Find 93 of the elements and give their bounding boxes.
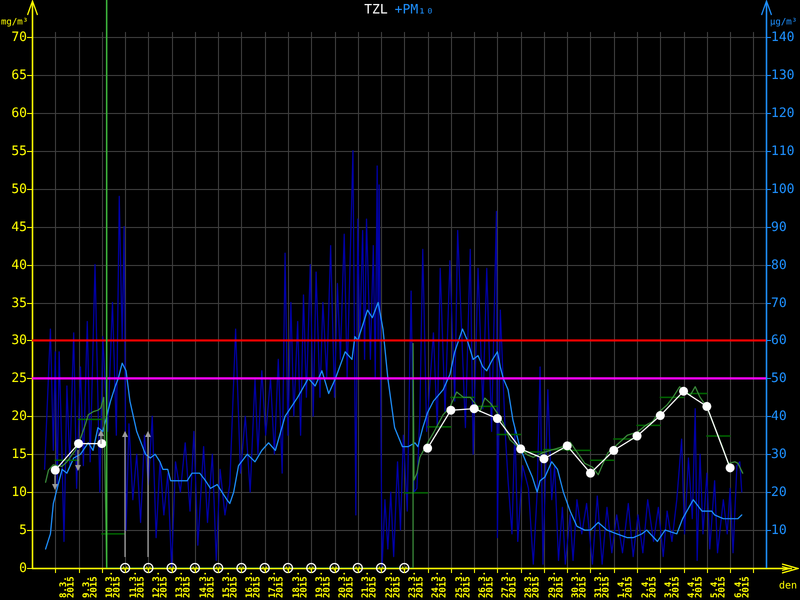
point: [492, 414, 502, 424]
x-tick-label: 23.3. 2015: [408, 570, 426, 598]
y2-tick-label: 110: [771, 144, 794, 159]
x-tick-label: 3.4. 2015: [664, 576, 682, 598]
x-tick-label: 10.3. 2015: [105, 570, 123, 598]
y-tick-label: 50: [11, 182, 27, 197]
x-tick-label: 9.3. 2015: [82, 576, 100, 598]
y-tick-label: 15: [11, 446, 27, 462]
point: [516, 444, 526, 454]
y-tick-label: 40: [11, 258, 27, 273]
y-axis-title: mg/m³: [1, 17, 28, 28]
y-tick-label: 35: [11, 296, 27, 311]
y2-axis-title: µg/m³: [770, 17, 798, 28]
point: [190, 562, 200, 574]
y2-tick-label: 90: [771, 220, 787, 235]
y2-tick-label: 120: [771, 106, 794, 121]
x-tick-label: 20.3. 2015: [338, 570, 356, 598]
x-tick-label: 15.3. 2015: [222, 570, 240, 598]
point: [143, 562, 154, 574]
x-tick-label: 28.3. 2015: [524, 570, 542, 598]
y2-tick-label: 80: [771, 258, 787, 273]
point: [423, 444, 432, 453]
y2-tick-label: 40: [771, 408, 787, 424]
x-tick-label: 27.3. 2015: [501, 570, 519, 598]
point: [213, 562, 224, 574]
y2-tick-label: 30: [771, 446, 787, 462]
x-axis-title: den: [778, 580, 798, 592]
y-tick-label: 20: [11, 408, 27, 424]
x-tick-label: 5.4. 2015: [710, 576, 728, 598]
x-tick-label: 30.3. 2015: [571, 570, 589, 598]
point: [166, 562, 177, 574]
x-tick-label: 31.3. 2015: [594, 570, 612, 598]
x-tick-label: 24.3. 2015: [431, 570, 449, 598]
x-tick-label: 26.3. 2015: [478, 570, 496, 598]
y2-tick-label: 50: [771, 370, 787, 386]
x-tick-label: 17.3. 2015: [268, 570, 286, 598]
point: [282, 562, 294, 574]
x-tick-label: 8.3. 2015: [59, 576, 77, 598]
x-tick-label: 29.3. 2015: [548, 570, 566, 598]
point: [539, 454, 548, 464]
x-tick-label: 6.4. 2015: [734, 576, 752, 598]
point: [470, 404, 479, 414]
y2-tick-label: 20: [771, 484, 787, 500]
point: [120, 562, 130, 574]
point: [609, 446, 618, 455]
point: [656, 411, 665, 420]
point: [260, 562, 270, 574]
point: [74, 439, 84, 448]
x-tick-label: 14.3. 2015: [199, 570, 217, 598]
x-tick-label: 1.4. 2015: [617, 576, 635, 598]
y-tick-label: 25: [11, 370, 27, 386]
point: [702, 402, 712, 411]
y-tick-label: 10: [11, 484, 27, 500]
y2-tick-label: 140: [771, 30, 794, 45]
y-tick-label: 65: [11, 68, 27, 83]
y2-tick-label: 100: [771, 182, 794, 197]
point: [352, 562, 363, 574]
point: [632, 432, 642, 441]
y-tick-label: 45: [11, 220, 27, 235]
y-tick-label: 5: [19, 522, 27, 538]
point: [376, 562, 386, 574]
y-tick-label: 60: [11, 106, 27, 121]
y2-tick-label: 60: [771, 332, 787, 348]
x-tick-label: 12.3. 2015: [152, 570, 170, 598]
y-tick-label: 0: [19, 560, 27, 576]
point: [562, 441, 572, 450]
x-tick-label: 18.3. 2015: [292, 570, 310, 598]
x-tick-label: 11.3. 2015: [129, 570, 147, 598]
x-tick-label: 2.4. 2015: [641, 576, 659, 598]
point: [679, 386, 688, 396]
point: [586, 468, 595, 478]
x-tick-label: 16.3. 2015: [245, 570, 263, 598]
point: [236, 562, 247, 574]
x-tick-label: 19.3. 2015: [315, 570, 333, 598]
y2-tick-label: 70: [771, 296, 787, 311]
point: [446, 406, 456, 415]
y-tick-label: 30: [11, 332, 27, 348]
text: TZL: [364, 2, 388, 18]
point: [50, 466, 60, 475]
text: +PM₁₀: [394, 2, 434, 18]
point: [399, 562, 410, 574]
x-tick-label: 22.3. 2015: [385, 570, 403, 598]
x-tick-label: 21.3. 2015: [361, 570, 379, 598]
x-tick-label: 13.3. 2015: [175, 570, 193, 598]
x-tick-label: 4.4. 2015: [687, 576, 705, 598]
y-tick-label: 55: [11, 144, 27, 159]
point: [306, 562, 316, 574]
point: [726, 463, 735, 472]
point: [329, 562, 340, 574]
y2-tick-label: 10: [771, 522, 787, 538]
x-tick-label: 25.3. 2015: [455, 570, 473, 598]
y-tick-label: 70: [11, 30, 27, 45]
y2-tick-label: 130: [771, 68, 794, 83]
